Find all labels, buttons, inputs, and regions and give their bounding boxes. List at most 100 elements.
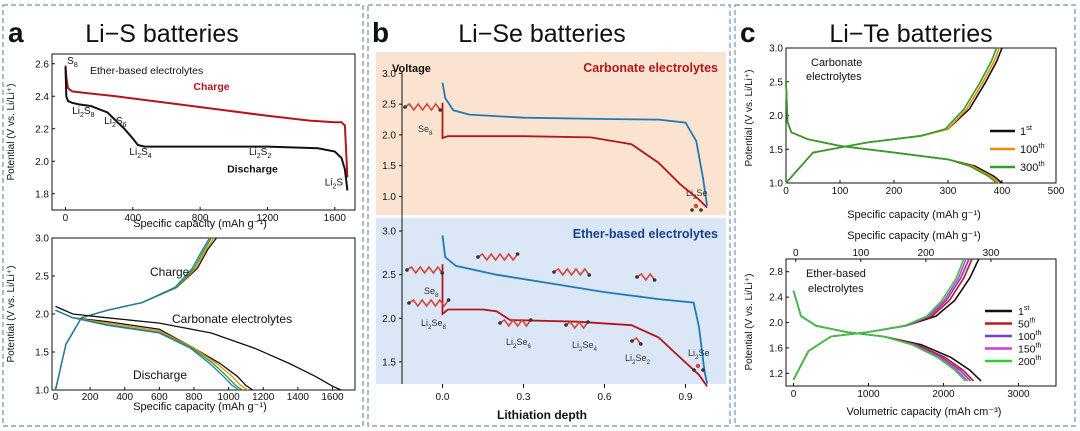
x-tick-label: 500 xyxy=(1048,186,1065,197)
legend-label: 50th xyxy=(1018,318,1036,331)
formula-sub: 8 xyxy=(91,112,95,119)
y-tick-label: 1.6 xyxy=(769,343,783,354)
chart-a-bottom: 0 200 400 600 800 1000 1200 1400 1600 1.0 1.5 2.0 2.… xyxy=(6,234,356,413)
x-tick-label: 0 xyxy=(791,389,797,400)
series-top-charge xyxy=(441,82,708,206)
x-tick-label: 0 xyxy=(53,392,59,403)
y-tick-label: 3.0 xyxy=(382,69,396,80)
formula-part: Li xyxy=(506,337,513,347)
formula-part: S xyxy=(84,106,91,117)
formula-sub: 2 xyxy=(80,112,84,119)
y-tick-label: 1.8 xyxy=(35,189,49,200)
formula-part: Se xyxy=(517,337,528,347)
formula-sub: 2 xyxy=(428,324,432,331)
li2se8-label: Li2Se8 xyxy=(421,318,447,331)
x-axis-label: Specific capacity (mAh g⁻¹) xyxy=(847,209,981,221)
legend-label: 100th xyxy=(1018,330,1041,343)
formula-part: Se xyxy=(583,340,594,350)
formula-part: Se xyxy=(424,286,435,296)
formula-sub: 2 xyxy=(579,346,583,353)
li2se6-chain xyxy=(499,318,532,328)
li2se-atom xyxy=(699,208,703,212)
legend-suffix: th xyxy=(1036,355,1042,362)
formula-sub: 2 xyxy=(693,194,697,201)
se8-label-top: Se8 xyxy=(418,124,433,137)
x-tick-label: 400 xyxy=(124,213,141,224)
formula-part: Se xyxy=(418,124,429,134)
series-200th-d xyxy=(792,290,966,382)
panel-c-frame xyxy=(734,4,1076,427)
legend-number: 100 xyxy=(1020,144,1038,156)
formula-part: Li xyxy=(129,147,137,158)
formula-part: Li xyxy=(686,188,693,198)
formula-sub: 4 xyxy=(148,153,152,160)
li2se4-label: Li2Se4 xyxy=(572,340,598,353)
chain-end-atom xyxy=(552,270,556,274)
formula-sub: 2 xyxy=(513,343,517,350)
li2se-atom xyxy=(695,363,701,369)
electrolyte-label: Carbonate electrolytes xyxy=(172,312,292,326)
formula-part: Li xyxy=(249,147,257,158)
y-tick-label: 1.0 xyxy=(35,386,49,397)
y-tick-label: 2.5 xyxy=(35,272,49,283)
formula-part: Se xyxy=(636,353,647,363)
y-tick-label: 1.5 xyxy=(769,145,783,156)
formula-sub: 8 xyxy=(443,324,447,331)
chain-end-atom xyxy=(405,268,409,272)
curve-label: Discharge xyxy=(227,164,278,176)
legend-number: 150 xyxy=(1018,344,1036,356)
li2se8-chain xyxy=(408,298,450,308)
panel-b-title: Li−Se batteries xyxy=(458,20,625,48)
formula-sub: 6 xyxy=(528,343,532,350)
formula-part: Se xyxy=(697,188,708,198)
panel-a-frame xyxy=(2,4,364,427)
y-axis-label: Potential (V vs. Li/Li⁺) xyxy=(6,84,17,181)
x-tick-label: 800 xyxy=(192,213,209,224)
series-charge-4 xyxy=(54,237,211,391)
chain-end-atom xyxy=(403,105,407,109)
series-charge xyxy=(64,65,349,178)
chain-end-atom xyxy=(652,278,657,282)
chain-end-atom xyxy=(446,298,451,302)
li2se-label-bottom: Li2Se xyxy=(688,348,710,361)
x-axis-label: Specific capacity (mAh g⁻¹) xyxy=(133,218,267,230)
y-tick-label: 1.2 xyxy=(769,369,783,380)
x-tick-label: 0 xyxy=(63,213,69,224)
formula-part: Li xyxy=(421,318,428,328)
panel-c-letter: c xyxy=(740,17,756,48)
legend-number: 50 xyxy=(1018,319,1030,331)
x-tick-label: 400 xyxy=(994,186,1011,197)
x-tick-label: 0.0 xyxy=(436,392,450,403)
y-tick-label: 2.0 xyxy=(769,111,783,122)
legend-label: 100th xyxy=(1020,141,1045,156)
chain-3 xyxy=(636,272,656,282)
chain-end-atom xyxy=(440,271,445,275)
legend-suffix: th xyxy=(1038,141,1044,150)
y-tick-label: 3.0 xyxy=(769,44,783,55)
formula-part: Li xyxy=(625,353,632,363)
formula-sub: 2 xyxy=(112,122,116,129)
chain-end-atom xyxy=(587,273,591,277)
charge-label: Charge xyxy=(150,265,190,279)
y-tick-label: 2.0 xyxy=(35,157,49,168)
se8-label-bottom: Se8 xyxy=(424,286,439,299)
chain-end-atom xyxy=(476,255,480,259)
species-label: Li2S4 xyxy=(129,147,151,160)
x-tick-label: 0.3 xyxy=(517,392,531,403)
legend-label: 1st xyxy=(1018,305,1029,318)
x2-tick-label: 200 xyxy=(918,248,935,259)
x2-tick-label: 0 xyxy=(793,248,799,259)
legend-number: 200 xyxy=(1018,356,1036,368)
formula-part: Li xyxy=(72,106,80,117)
electrolyte-label: electrolytes xyxy=(806,71,862,83)
legend-suffix: st xyxy=(1024,305,1030,312)
formula-sub: 8 xyxy=(74,62,78,69)
li2se4-chain xyxy=(565,320,589,330)
formula-sub: 2 xyxy=(632,359,636,366)
li2se-label-top: Li2Se xyxy=(686,188,708,201)
curve-label: Charge xyxy=(193,81,229,93)
y-tick-label: 2.5 xyxy=(769,77,783,88)
li2se2-label: Li2Se2 xyxy=(625,353,651,366)
chart-a-top: 0 400 800 1200 1600 1.8 2.0 2.2 2.4 2.6 Specific c… xyxy=(6,53,356,230)
